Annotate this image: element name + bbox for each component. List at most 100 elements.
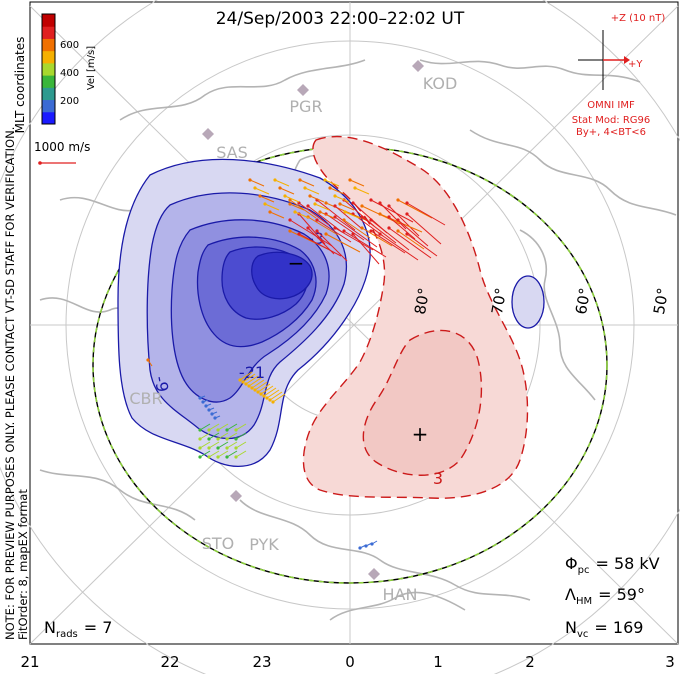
velocity-vector: [379, 202, 407, 230]
velocity-vector: [235, 423, 247, 431]
velocity-vector: [217, 441, 229, 449]
ref-vector-label: 1000 m/s: [34, 140, 90, 154]
velocity-vector-origin: [216, 455, 220, 459]
velocity-vector-origin: [360, 215, 364, 219]
colorbar-segment: [42, 14, 55, 27]
velocity-vector-origin: [328, 186, 332, 190]
velocity-vector: [199, 423, 211, 431]
imf-y-label: +Y: [628, 59, 643, 70]
velocity-vector-origin: [278, 186, 282, 190]
velocity-vector: [314, 203, 330, 211]
colorbar-tick-200: 200: [60, 96, 79, 107]
velocity-vector-origin: [265, 396, 269, 400]
velocity-vector: [242, 373, 256, 383]
velocity-vector: [406, 233, 438, 257]
velocity-vector: [269, 391, 283, 401]
velocity-vector-origin: [348, 178, 352, 182]
station-han: HAN: [383, 585, 418, 604]
imf-panel: +Z (10 nT) +Y OMNI IMF Stat Mod: RG96 By…: [572, 13, 666, 138]
station-pyk: PYK: [249, 535, 279, 554]
velocity-vector: [352, 233, 380, 265]
velocity-vector-origin: [351, 201, 355, 205]
velocity-vector: [254, 187, 270, 195]
velocity-vector: [235, 441, 247, 449]
velocity-vector-origin: [198, 455, 202, 459]
velocity-vector: [406, 213, 442, 245]
velocity-vector: [307, 227, 335, 255]
lat-label-60: 60°: [572, 286, 594, 315]
station-pgr: PGR: [289, 97, 322, 116]
stat-phi-symbol: Φ: [565, 554, 578, 573]
velocity-vector: [388, 227, 432, 259]
stat-nvc: Nvc = 169: [565, 618, 643, 640]
coast-scandinavia: [239, 499, 531, 601]
velocity-vector-origin: [324, 201, 328, 205]
mlt-label-22: 22: [160, 653, 179, 671]
velocity-vector-origin: [308, 194, 312, 198]
velocity-vector: [361, 216, 397, 244]
velocity-vector-origin: [297, 232, 301, 236]
velocity-vector-origin: [238, 378, 242, 382]
positive-cell: [302, 135, 529, 499]
station-sas: SAS: [216, 143, 248, 162]
velocity-vector-origin: [288, 198, 292, 202]
stat-nrads-symbol: N: [44, 618, 56, 637]
velocity-vector-origin: [333, 226, 337, 230]
imf-condition: By+, 4<BT<6: [576, 127, 646, 138]
contour-small-neg: [511, 275, 545, 329]
station-cbr: CBR: [129, 389, 162, 408]
velocity-vector-origin: [225, 446, 229, 450]
velocity-vectors: [146, 178, 446, 550]
velocity-vector-origin: [387, 204, 391, 208]
stat-nrads-value: = 7: [84, 618, 113, 637]
station-marker-sas: [202, 128, 214, 140]
velocity-vector-origin: [241, 380, 245, 384]
velocity-vector: [217, 450, 229, 458]
plot-title: 24/Sep/2003 22:00–22:02 UT: [216, 9, 465, 29]
stat-phi: Φpc = 58 kV: [565, 554, 660, 576]
velocity-vector: [298, 233, 342, 257]
stat-nrads-sub: rads: [56, 629, 78, 640]
velocity-vector-origin: [250, 386, 254, 390]
velocity-vector: [298, 202, 330, 226]
velocity-vector: [343, 199, 375, 227]
imf-z-label: +Z (10 nT): [611, 13, 666, 24]
velocity-vector-origin: [244, 382, 248, 386]
velocity-vector-origin: [207, 408, 211, 412]
velocity-vector-origin: [207, 455, 211, 459]
velocity-vector-origin: [210, 412, 214, 416]
coast-labrador: [39, 469, 196, 521]
velocity-vector-origin: [268, 210, 272, 214]
station-marker-kod: [412, 60, 424, 72]
velocity-vector-origin: [315, 218, 319, 222]
velocity-vector: [343, 219, 371, 239]
velocity-vector-origin: [262, 394, 266, 398]
velocity-vector: [235, 432, 247, 440]
velocity-vector: [208, 432, 220, 440]
colorbar-segment: [42, 111, 55, 125]
velocity-vector: [226, 432, 238, 440]
velocity-vector-origin: [253, 186, 257, 190]
velocity-vector-origin: [288, 202, 292, 206]
velocity-vector: [260, 385, 274, 395]
velocity-vector-origin: [213, 416, 217, 420]
station-kod: KOD: [423, 74, 458, 93]
velocity-vector-origin: [288, 218, 292, 222]
velocity-vector: [289, 219, 333, 247]
velocity-vector: [249, 179, 265, 187]
velocity-vector: [269, 211, 285, 219]
velocity-vector: [289, 203, 305, 211]
colorbar-label: Vel [m/s]: [86, 46, 97, 90]
velocity-vector: [199, 450, 211, 458]
coast-siberia: [419, 59, 641, 83]
colorbar-segment: [42, 26, 55, 39]
velocity-vector-origin: [342, 218, 346, 222]
station-sto: STO: [202, 534, 235, 553]
velocity-vector-origin: [369, 198, 373, 202]
velocity-vector: [334, 195, 350, 203]
velocity-vector: [309, 195, 325, 203]
velocity-vector-origin: [216, 428, 220, 432]
velocity-vector-origin: [405, 212, 409, 216]
coast-far-east: [519, 229, 596, 401]
